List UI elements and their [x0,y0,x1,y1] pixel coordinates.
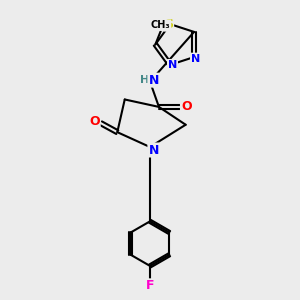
Text: N: N [168,60,177,70]
Text: N: N [191,54,200,64]
Text: H: H [140,75,149,85]
Text: F: F [146,279,154,292]
Text: N: N [148,74,159,87]
Text: O: O [181,100,192,113]
Text: N: N [148,143,159,157]
Text: O: O [89,115,100,128]
Text: CH₃: CH₃ [151,20,170,30]
Text: S: S [164,18,173,31]
